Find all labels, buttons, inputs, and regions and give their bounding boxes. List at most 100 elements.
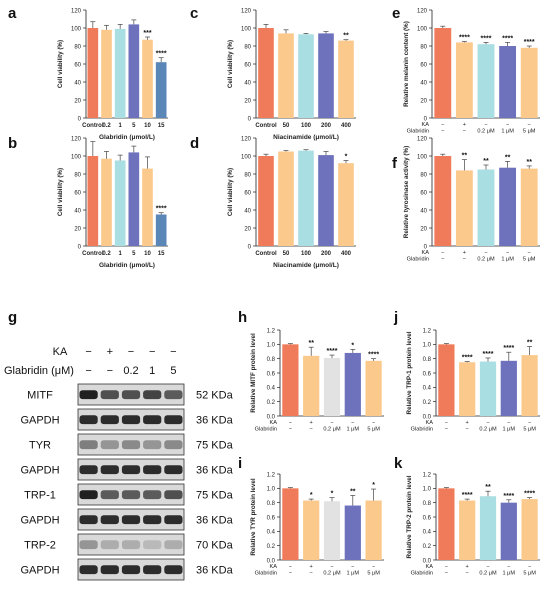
glabridin-mark: 1 μM bbox=[503, 427, 516, 433]
bar-2 bbox=[323, 357, 341, 416]
ka-mark: − bbox=[528, 122, 531, 128]
blot-band bbox=[143, 440, 162, 450]
blot-kda-label: 75 KDa bbox=[196, 440, 234, 452]
blot-band bbox=[164, 565, 183, 575]
blot-band bbox=[143, 515, 162, 525]
chart-panel-d: d 0 20 40 60 80 100 120 Cell viability (%) Contro… bbox=[190, 135, 356, 269]
ka-mark: + bbox=[310, 420, 313, 426]
bar-3 bbox=[499, 46, 517, 118]
ka-mark: − bbox=[330, 564, 333, 570]
bar-1 bbox=[455, 42, 473, 118]
y-tick-label: 60 bbox=[244, 190, 251, 196]
panel-letter: d bbox=[190, 135, 199, 152]
significance-label: **** bbox=[327, 348, 338, 355]
x-tick-label: Control bbox=[255, 251, 277, 257]
blot-band bbox=[79, 490, 98, 500]
blot-band bbox=[143, 565, 162, 575]
blot-row-label: TRP-1 bbox=[24, 490, 56, 502]
glabridin-mark: − bbox=[466, 427, 469, 433]
significance-label: **** bbox=[459, 35, 470, 42]
glabridin-row-label: Glabridin bbox=[411, 427, 433, 433]
y-tick-label: 60 bbox=[244, 62, 251, 68]
x-tick-label: 15 bbox=[158, 123, 165, 129]
bar-3 bbox=[128, 152, 140, 246]
blot-band bbox=[164, 440, 183, 450]
y-tick-label: 80 bbox=[244, 172, 251, 178]
bar-1 bbox=[278, 33, 294, 118]
glabridin-mark: − bbox=[441, 257, 444, 263]
blot-band bbox=[100, 465, 119, 475]
significance-label: * bbox=[345, 154, 348, 161]
y-tick-label: 60 bbox=[74, 190, 81, 196]
bar-1 bbox=[459, 500, 476, 560]
significance-label: **** bbox=[481, 35, 492, 42]
ka-lane-mark: − bbox=[128, 346, 134, 358]
bar-3 bbox=[318, 33, 334, 118]
bar-2 bbox=[479, 361, 497, 416]
y-tick-label: 100 bbox=[71, 26, 82, 32]
x-axis-label: Glabridin (μmol/L) bbox=[99, 134, 155, 141]
ka-mark: − bbox=[528, 420, 531, 426]
glabridin-mark: 1 μM bbox=[347, 571, 360, 577]
glabridin-lane-mark: − bbox=[107, 365, 113, 377]
ka-mark: − bbox=[528, 564, 531, 570]
blot-band bbox=[100, 565, 119, 575]
y-tick-label: 0.6 bbox=[267, 371, 276, 377]
y-tick-label: 100 bbox=[417, 26, 428, 32]
ka-row-label: KA bbox=[426, 564, 434, 570]
y-tick-label: 80 bbox=[244, 44, 251, 50]
glabridin-lane-mark: 1 bbox=[149, 365, 155, 377]
y-tick-label: 0.8 bbox=[423, 501, 432, 507]
bar-1 bbox=[455, 170, 473, 246]
ka-mark: − bbox=[289, 564, 292, 570]
bar-3 bbox=[344, 505, 361, 560]
x-tick-label: 5 bbox=[132, 251, 136, 257]
significance-label: **** bbox=[156, 206, 167, 213]
glabridin-row-label: Glabridin (μM) bbox=[4, 365, 74, 377]
bar-3 bbox=[344, 352, 361, 416]
bar-0 bbox=[438, 344, 455, 416]
y-tick-label: 0.4 bbox=[423, 530, 432, 536]
bar-2 bbox=[477, 44, 495, 119]
glabridin-mark: − bbox=[466, 571, 469, 577]
y-tick-label: 40 bbox=[74, 80, 81, 86]
ka-mark: − bbox=[484, 250, 487, 256]
x-tick-label: 50 bbox=[283, 123, 290, 129]
chart-panel-j: j 0.0 0.2 0.4 0.6 0.8 1.0 1.2 Relative TRP-1 pro… bbox=[393, 309, 540, 433]
y-tick-label: 80 bbox=[74, 44, 81, 50]
significance-label: **** bbox=[502, 35, 513, 42]
y-tick-label: 120 bbox=[417, 136, 428, 142]
glabridin-mark: − bbox=[463, 257, 466, 263]
blot-band bbox=[79, 515, 98, 525]
y-tick-label: 0.0 bbox=[423, 414, 432, 420]
bar-4 bbox=[365, 500, 382, 560]
y-axis-label: Cell viability (%) bbox=[227, 168, 234, 216]
y-tick-label: 80 bbox=[74, 172, 81, 178]
ka-mark: − bbox=[486, 564, 489, 570]
y-tick-label: 40 bbox=[244, 208, 251, 214]
glabridin-mark: − bbox=[289, 571, 292, 577]
ka-mark: + bbox=[463, 250, 466, 256]
glabridin-mark: 1 μM bbox=[501, 129, 514, 135]
y-tick-label: 0.8 bbox=[423, 357, 432, 363]
ka-mark: − bbox=[506, 122, 509, 128]
x-tick-label: 10 bbox=[144, 251, 151, 257]
bar-0 bbox=[258, 156, 274, 246]
bar-2 bbox=[298, 150, 314, 246]
chart-panel-f: f 0 20 40 60 80 100 120 Relative tyrosinase acti… bbox=[392, 136, 540, 263]
x-tick-label: 1 bbox=[118, 123, 122, 129]
y-tick-label: 20 bbox=[244, 98, 251, 104]
bar-4 bbox=[520, 168, 538, 246]
blot-row-label: TYR bbox=[29, 440, 51, 452]
blot-row-label: GAPDH bbox=[20, 415, 59, 427]
x-axis-label: Niacinamide (μmol/L) bbox=[273, 262, 339, 269]
glabridin-mark: 0.2 μM bbox=[477, 257, 495, 263]
y-tick-label: 0.2 bbox=[423, 400, 432, 406]
significance-label: ** bbox=[505, 154, 511, 161]
blot-band bbox=[79, 465, 98, 475]
blot-kda-label: 70 KDa bbox=[196, 540, 234, 552]
ka-mark: − bbox=[372, 420, 375, 426]
bar-4 bbox=[521, 499, 538, 560]
y-axis-label: Relative TRP-2 protein level bbox=[406, 475, 413, 558]
bar-2 bbox=[477, 169, 495, 246]
